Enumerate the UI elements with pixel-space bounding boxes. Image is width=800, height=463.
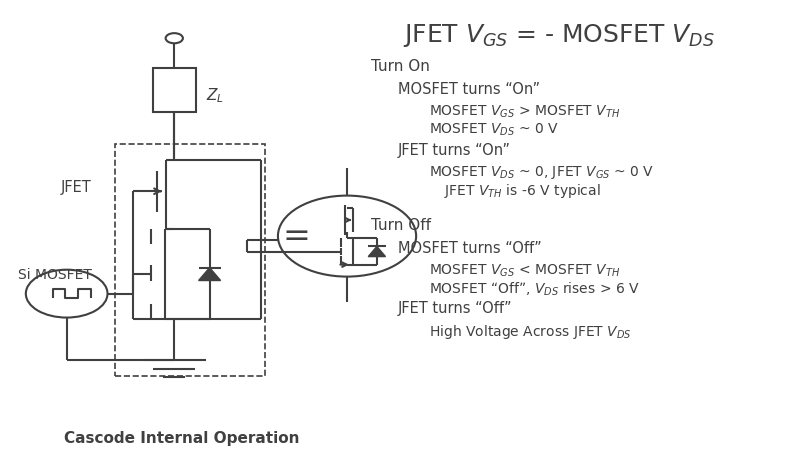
Text: Cascode Internal Operation: Cascode Internal Operation <box>64 431 300 445</box>
Text: Si MOSFET: Si MOSFET <box>18 268 92 282</box>
Text: High Voltage Across JFET $V_{DS}$: High Voltage Across JFET $V_{DS}$ <box>430 323 632 341</box>
Text: JFET turns “Off”: JFET turns “Off” <box>398 301 513 316</box>
Text: MOSFET “Off”, $V_{DS}$ rises > 6 V: MOSFET “Off”, $V_{DS}$ rises > 6 V <box>430 281 640 298</box>
Text: MOSFET turns “On”: MOSFET turns “On” <box>398 82 540 97</box>
Text: JFET turns “On”: JFET turns “On” <box>398 143 511 158</box>
Text: =: = <box>282 219 310 253</box>
Text: $Z_L$: $Z_L$ <box>206 87 224 105</box>
Polygon shape <box>368 246 386 257</box>
Polygon shape <box>198 268 221 281</box>
Text: JFET $V_{GS}$ = - MOSFET $V_{DS}$: JFET $V_{GS}$ = - MOSFET $V_{DS}$ <box>403 22 715 49</box>
Text: MOSFET $V_{DS}$ ~ 0, JFET $V_{GS}$ ~ 0 V: MOSFET $V_{DS}$ ~ 0, JFET $V_{GS}$ ~ 0 V <box>430 164 655 181</box>
Text: JFET $V_{TH}$ is -6 V typical: JFET $V_{TH}$ is -6 V typical <box>444 182 600 200</box>
Text: JFET: JFET <box>61 180 92 195</box>
Text: MOSFET $V_{GS}$ > MOSFET $V_{TH}$: MOSFET $V_{GS}$ > MOSFET $V_{TH}$ <box>430 104 621 120</box>
Text: Turn Off: Turn Off <box>370 218 430 233</box>
Text: MOSFET turns “Off”: MOSFET turns “Off” <box>398 241 542 256</box>
Text: MOSFET $V_{GS}$ < MOSFET $V_{TH}$: MOSFET $V_{GS}$ < MOSFET $V_{TH}$ <box>430 263 621 279</box>
FancyBboxPatch shape <box>153 68 196 112</box>
Text: Turn On: Turn On <box>370 59 430 74</box>
Text: MOSFET $V_{DS}$ ~ 0 V: MOSFET $V_{DS}$ ~ 0 V <box>430 122 559 138</box>
